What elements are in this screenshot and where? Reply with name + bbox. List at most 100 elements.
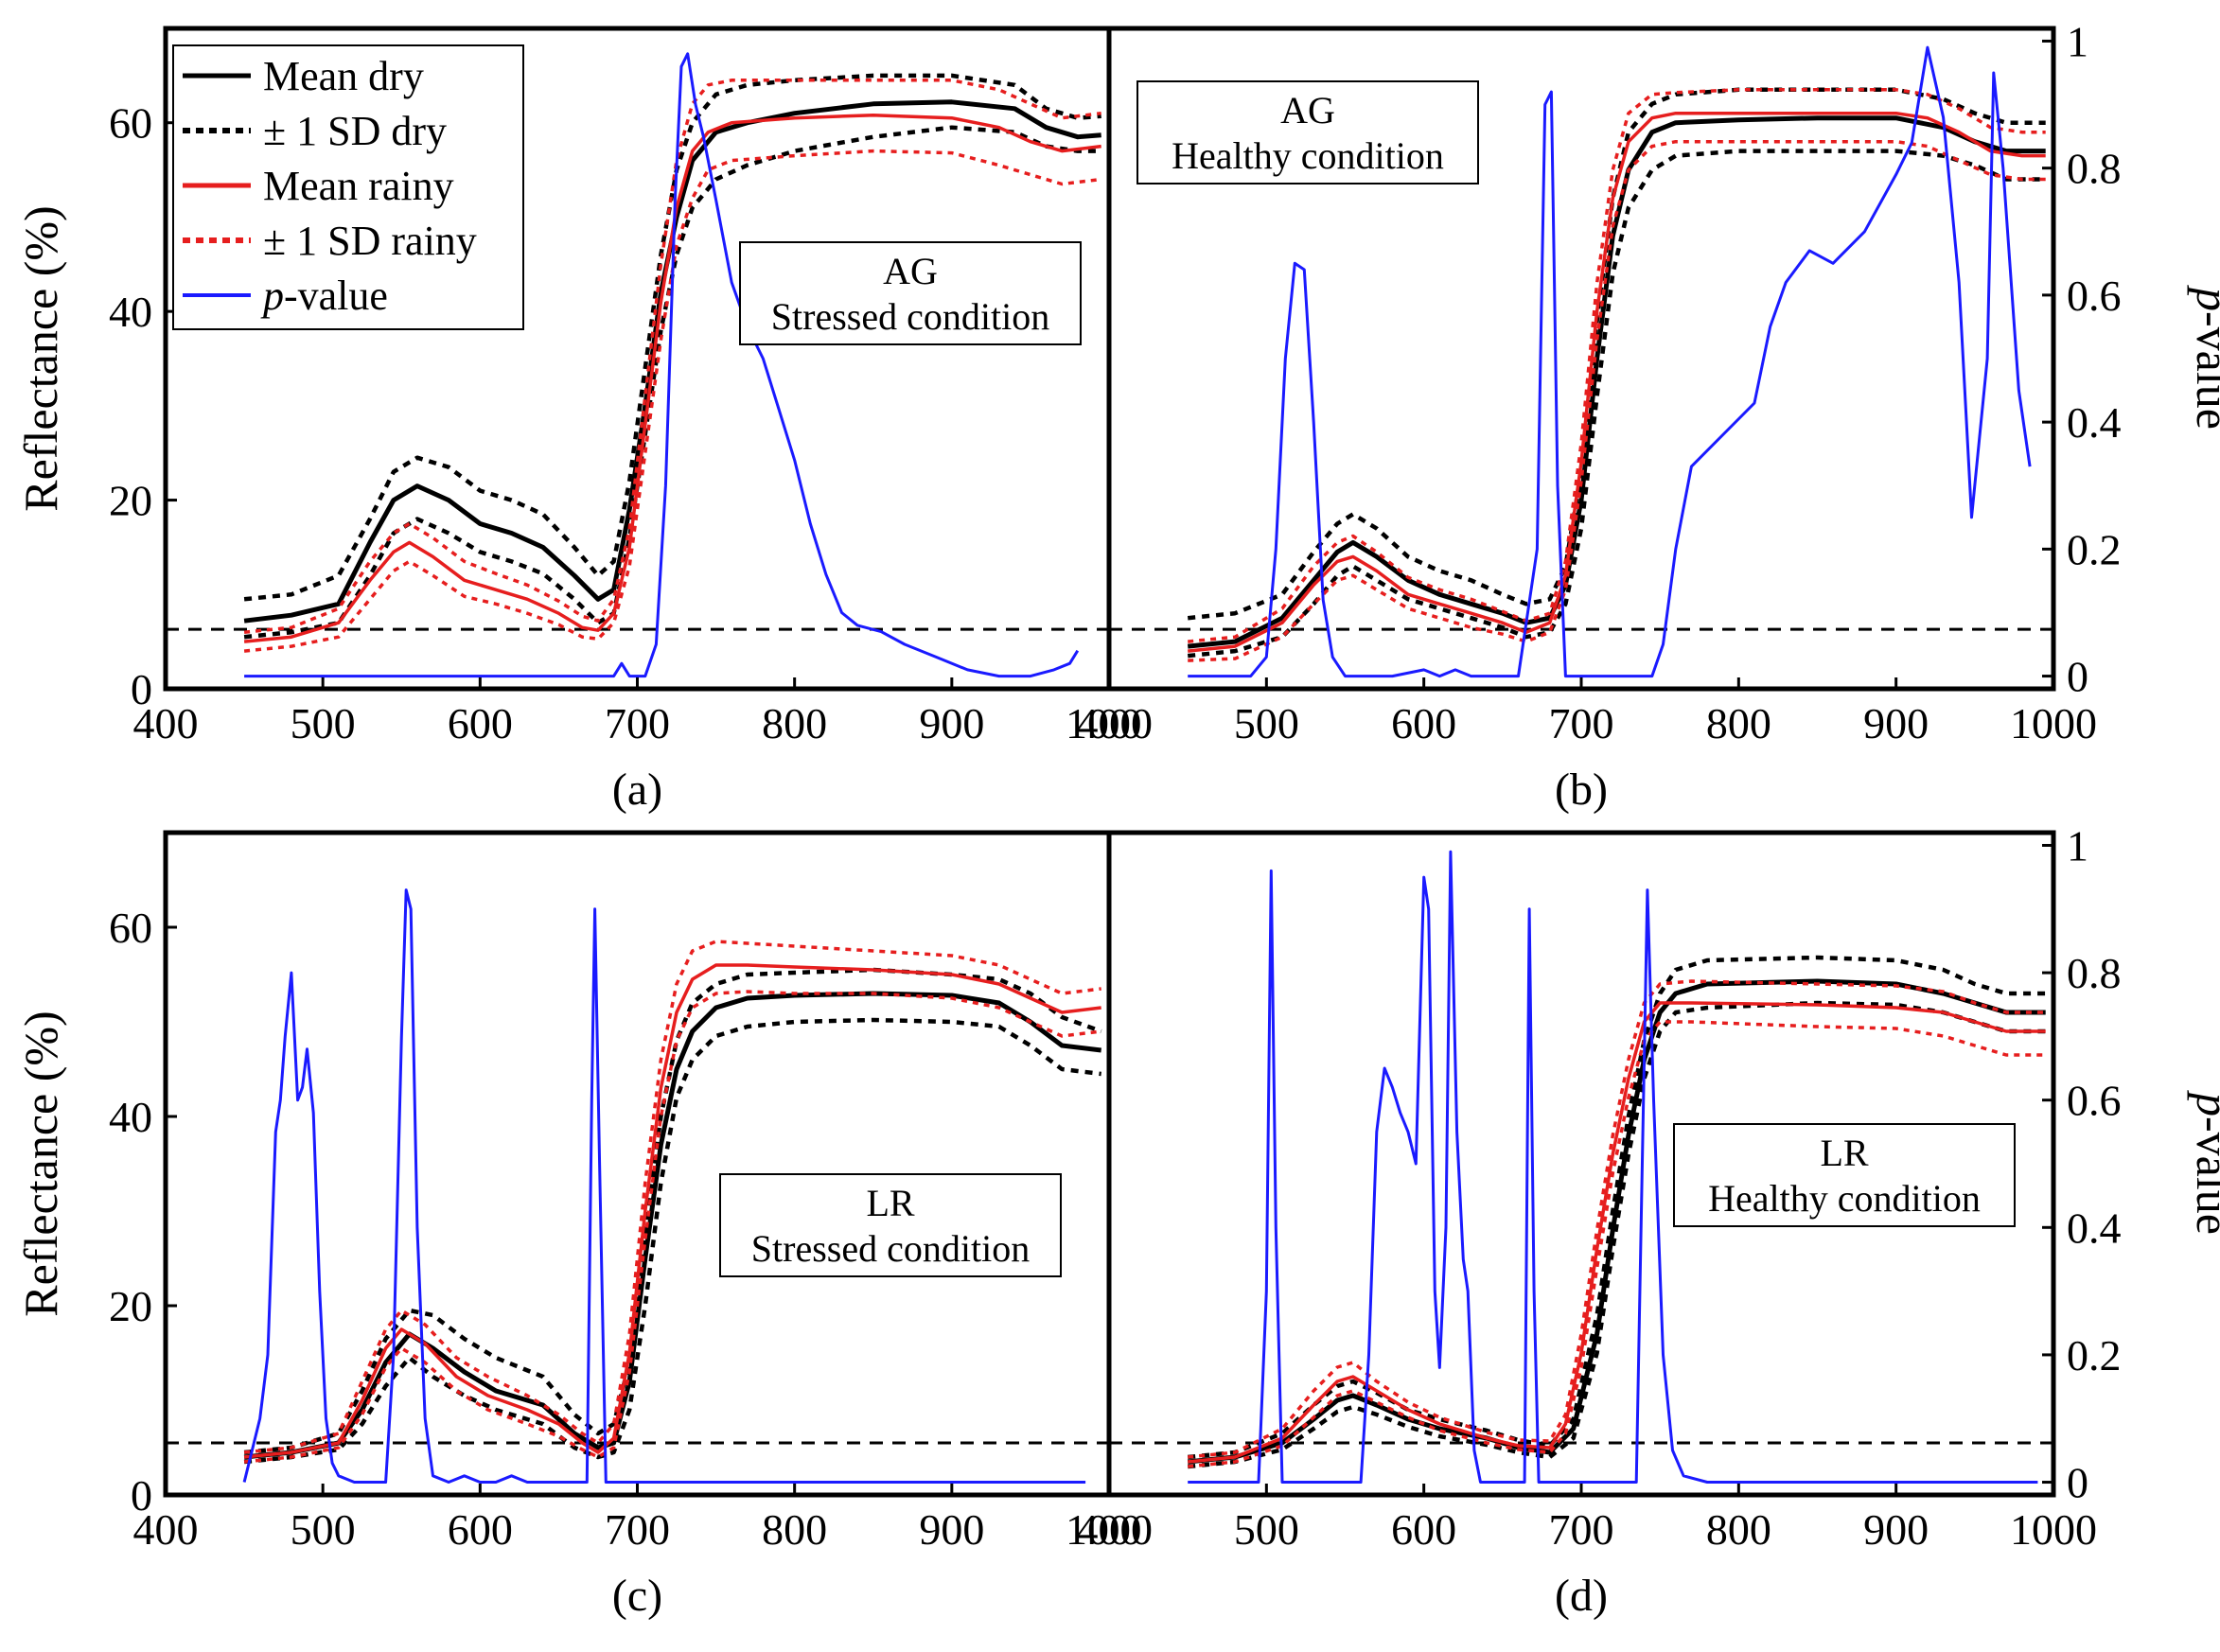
plot-area-a (166, 52, 1109, 678)
y-right-tick-label: 0 (2067, 1459, 2088, 1507)
y-right-label-rest: -value (2187, 311, 2220, 430)
y-left-tick-label: 60 (109, 99, 152, 148)
panel-caption: (d) (1555, 1571, 1608, 1621)
x-tick-label: 500 (1234, 1505, 1299, 1554)
legend-label-3: ± 1 SD rainy (263, 218, 477, 264)
rainy-mean-line (1188, 111, 2046, 653)
annotation-line-1: AG (883, 250, 938, 292)
dry-sd-upper-line (1187, 955, 2046, 1460)
x-tick-label: 700 (605, 699, 670, 747)
plot-area-d (1109, 850, 2053, 1484)
legend-label-pvalue: p-value (260, 272, 388, 319)
x-tick-label: 500 (291, 699, 356, 747)
dry-sd-lower-line (243, 125, 1101, 640)
rainy-mean-line (1188, 1001, 2046, 1464)
y-left-label: Reflectance (%) (14, 1011, 67, 1316)
legend: Mean dry ± 1 SD dry Mean rainy ± 1 SD rainy… (172, 44, 524, 330)
x-tick-label: 900 (1863, 699, 1929, 747)
panel-c: 400 500 600 700 800 900 1000 0 20 40 60 Reflectance… (14, 830, 1153, 1621)
y-right-tick-label: 0.6 (2067, 1077, 2122, 1125)
y-right-label: p-value (2187, 285, 2220, 430)
dry-sd-lower-line (1187, 149, 2046, 659)
x-tick-label: 900 (1863, 1505, 1929, 1554)
y-left-tick-label: 0 (131, 1471, 152, 1520)
y-right-label-italic: p (2187, 1090, 2220, 1116)
x-tick-label: 800 (762, 699, 827, 747)
x-tick-label: 700 (1549, 1505, 1614, 1554)
y-right-tick-label: 0.8 (2067, 145, 2122, 193)
y-right-tick-label: 0 (2067, 653, 2088, 701)
rainy-sd-lower-line (243, 149, 1101, 653)
x-tick-label: 700 (1549, 699, 1614, 747)
y-right-tick-label: 0.4 (2067, 1204, 2122, 1252)
x-tick-label: 400 (1077, 699, 1142, 747)
x-tick-label: 800 (1706, 1505, 1771, 1554)
dry-mean-line (243, 99, 1101, 624)
rainy-sd-upper-line (243, 79, 1101, 634)
x-tick-label: 500 (1234, 699, 1299, 747)
rainy-sd-upper-line (1188, 88, 2046, 643)
y-right-tick-label: 0.8 (2067, 949, 2122, 997)
x-tick-label: 1000 (1066, 699, 1153, 747)
annotation-line-1: AG (1280, 89, 1335, 132)
panel-caption: (b) (1555, 764, 1608, 815)
x-tick-label: 1000 (2010, 1505, 2097, 1554)
y-right-tick-label: 1 (2067, 17, 2088, 65)
y-left-tick-label: 40 (109, 1093, 152, 1141)
legend-label-1: ± 1 SD dry (263, 108, 447, 154)
x-tick-label: 400 (133, 699, 199, 747)
annotation-line-2: Stressed condition (771, 295, 1049, 338)
annotation-box (1136, 80, 1479, 185)
y-left-label: Reflectance (%) (14, 205, 67, 511)
y-right-tick-label: 1 (2067, 821, 2088, 870)
annotation-line-2: Healthy condition (1708, 1177, 1981, 1220)
annotation-line-1: LR (866, 1182, 914, 1224)
plot-frame (163, 830, 1112, 1498)
x-tick-label: 400 (133, 1505, 199, 1554)
x-tick-label: 600 (1391, 1505, 1456, 1554)
x-tick-label: 1000 (1066, 1505, 1153, 1554)
legend-label-0: Mean dry (263, 53, 424, 99)
annotation-box (1673, 1123, 2016, 1227)
dry-sd-upper-line (243, 73, 1101, 602)
rainy-sd-upper-line (1188, 979, 2046, 1459)
x-tick-label: 1000 (2010, 699, 2097, 747)
y-right-label-rest: -value (2187, 1116, 2220, 1235)
panel-caption: (c) (612, 1571, 662, 1621)
pvalue-line (1188, 45, 2032, 678)
dry-mean-line (1187, 978, 2046, 1465)
rainy-mean-line (243, 113, 1101, 643)
y-right-tick-label: 0.2 (2067, 1331, 2122, 1380)
pvalue-line (244, 52, 1080, 678)
y-left-tick-label: 40 (109, 288, 152, 336)
y-right-label-italic: p (2187, 285, 2220, 311)
x-tick-label: 900 (919, 699, 984, 747)
y-left-tick-label: 0 (131, 665, 152, 713)
dry-sd-lower-line (1187, 1000, 2046, 1469)
annotation-box (739, 241, 1082, 345)
y-right-tick-label: 0.6 (2067, 272, 2122, 320)
panel-caption: (a) (612, 764, 662, 815)
plot-area-c (166, 888, 1109, 1484)
x-tick-label: 600 (448, 699, 513, 747)
y-left-tick-label: 20 (109, 1282, 152, 1330)
x-tick-label: 700 (605, 1505, 670, 1554)
annotation-line-2: Healthy condition (1172, 134, 1444, 177)
annotation-box (719, 1173, 1062, 1277)
y-left-tick-label: 60 (109, 904, 152, 952)
y-right-label: p-value (2187, 1090, 2220, 1235)
legend-pvalue-italic: p (260, 272, 284, 319)
dry-mean-line (1187, 115, 2046, 649)
pvalue-line (242, 888, 1086, 1484)
x-tick-label: 600 (1391, 699, 1456, 747)
annotation-line-1: LR (1820, 1132, 1868, 1174)
legend-label-2: Mean rainy (263, 163, 454, 209)
annotation-line-2: Stressed condition (751, 1227, 1030, 1270)
x-tick-label: 500 (291, 1505, 356, 1554)
y-left-tick-label: 20 (109, 477, 152, 525)
x-tick-label: 800 (1706, 699, 1771, 747)
y-right-tick-label: 0.4 (2067, 398, 2122, 447)
